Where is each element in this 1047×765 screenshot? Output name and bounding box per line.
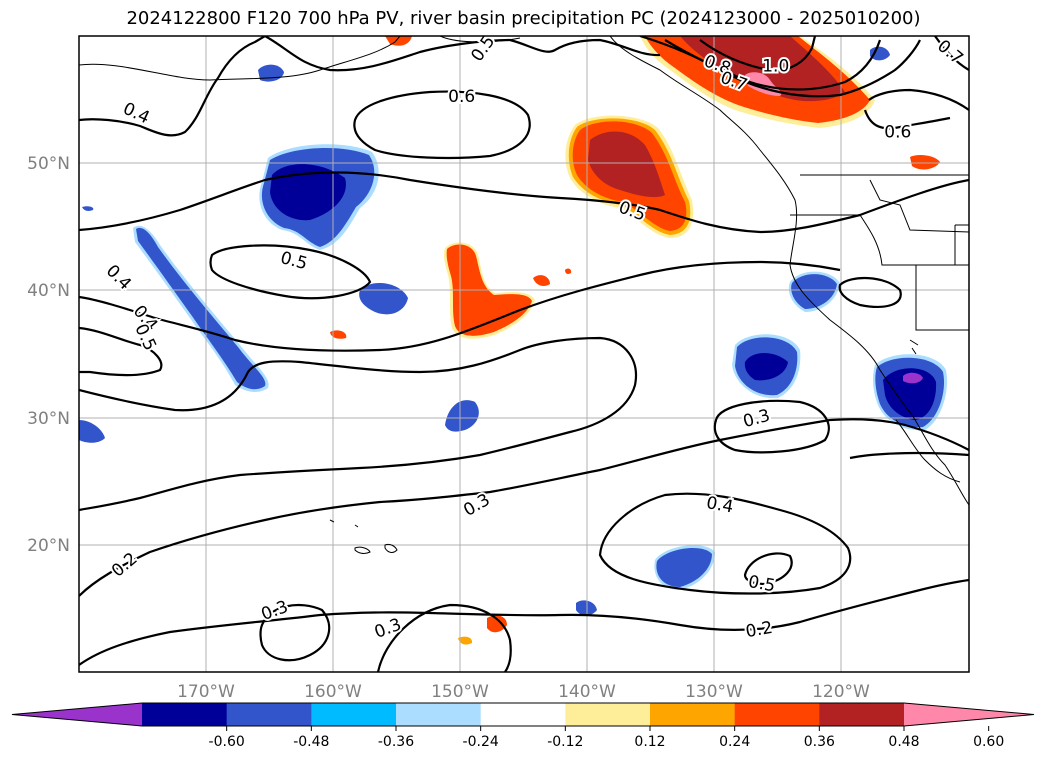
lon-tick-label: 120°W (812, 682, 870, 702)
contour-label: 0.6 (448, 87, 475, 107)
colorbar-tick-label: -0.36 (378, 734, 414, 750)
colorbar-segment (311, 703, 397, 726)
lon-tick-label: 150°W (431, 682, 489, 702)
pv-contours (79, 36, 969, 672)
contour-label: 0.3 (372, 615, 404, 643)
colorbar-tick-label: -0.60 (209, 734, 245, 750)
lat-tick-label: 30°N (27, 409, 70, 429)
contour-label: 0.3 (741, 406, 772, 432)
colorbar-segment (226, 703, 312, 726)
lat-tick-label: 50°N (27, 154, 70, 174)
colorbar-tick-label: 0.36 (804, 734, 835, 750)
lon-tick-labels: 170°W 160°W 150°W 140°W 130°W 120°W (177, 682, 870, 702)
contour-label: 0.4 (120, 99, 153, 129)
colorbar-tick-label: 0.24 (719, 734, 750, 750)
contour-label: 0.5 (278, 248, 309, 274)
coastlines (79, 36, 969, 554)
colorbar-segment (734, 703, 820, 726)
colorbar-outline (11, 702, 1035, 727)
colorbar-segment (819, 703, 905, 726)
lon-tick-label: 170°W (177, 682, 235, 702)
contour-label: 0.2 (108, 549, 142, 582)
lon-tick-label: 160°W (304, 682, 362, 702)
colorbar-extend-high (904, 703, 1034, 726)
map-title: 2024122800 F120 700 hPa PV, river basin … (126, 8, 921, 29)
hawaii-islands (329, 519, 398, 554)
contour-label: 0.4 (705, 493, 735, 517)
lat-tick-label: 40°N (27, 281, 70, 301)
colorbar-segment (650, 703, 736, 726)
lat-tick-labels: 20°N 30°N 40°N 50°N (27, 154, 70, 556)
strong-negative-core (270, 164, 346, 221)
colorbar-tick-label: -0.48 (293, 734, 329, 750)
contour-label: 0.5 (467, 32, 499, 66)
contour-label: 0.3 (259, 597, 291, 625)
map-frame (78, 35, 970, 673)
contour-label: 0.6 (884, 123, 911, 143)
colorbar-segment (396, 703, 482, 726)
gridlines (79, 36, 969, 672)
colorbar-tick-label: 0.60 (973, 734, 1004, 750)
contour-label: 0.4 (102, 261, 135, 294)
alaska-coast (79, 36, 401, 81)
colorbar-segment (142, 703, 228, 726)
contour-label: 1.0 (762, 57, 789, 77)
colorbar-segment (565, 703, 651, 726)
contour-label: 0.2 (744, 618, 774, 642)
colorbar-tick-label: -0.24 (463, 734, 499, 750)
colorbar-extend-low (12, 703, 142, 726)
colorbar-tick-label: 0.12 (634, 734, 665, 750)
colorbar-tick-label: 0.48 (888, 734, 919, 750)
lat-tick-label: 20°N (27, 536, 70, 556)
colorbar: -0.60 -0.48 -0.36 -0.24 -0.12 0.12 0.24 0.36 0.4… (11, 702, 1035, 750)
colorbar-segment (480, 703, 566, 726)
colorbar-tick-label: -0.12 (547, 734, 583, 750)
lon-tick-label: 130°W (685, 682, 743, 702)
precip-shading (79, 36, 948, 645)
lon-tick-label: 140°W (558, 682, 616, 702)
